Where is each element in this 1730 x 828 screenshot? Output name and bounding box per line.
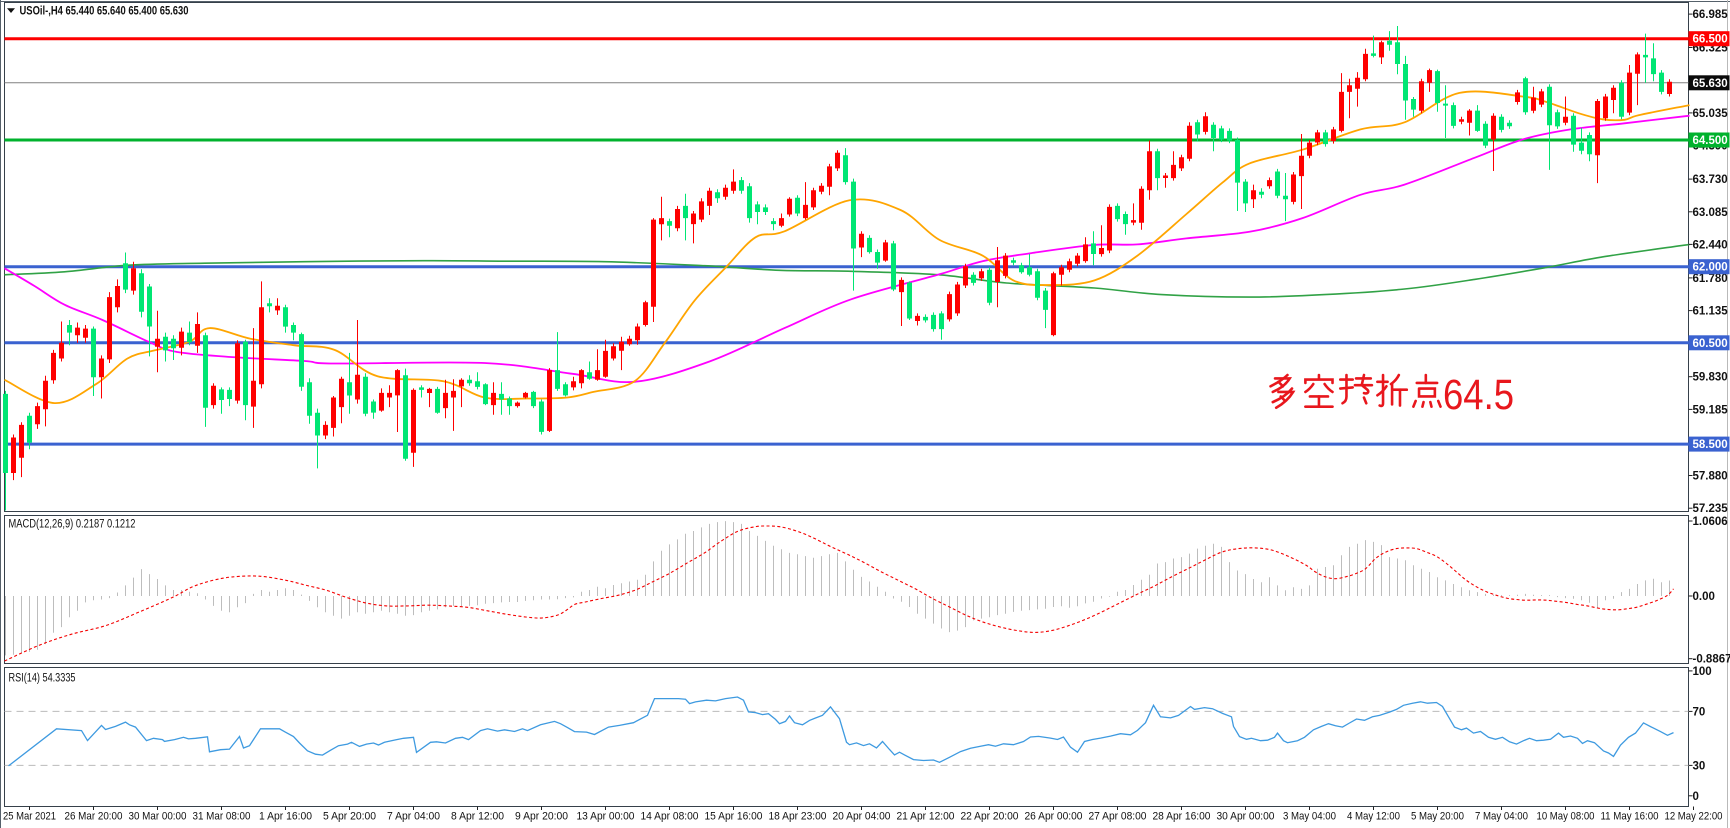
svg-text:10 May 08:00: 10 May 08:00 bbox=[1537, 811, 1595, 823]
svg-text:27 Apr 08:00: 27 Apr 08:00 bbox=[1089, 811, 1147, 823]
svg-text:9 Apr 20:00: 9 Apr 20:00 bbox=[515, 811, 568, 823]
svg-text:31 Mar 08:00: 31 Mar 08:00 bbox=[193, 811, 251, 823]
svg-text:14 Apr 08:00: 14 Apr 08:00 bbox=[641, 811, 699, 823]
svg-text:8 Apr 12:00: 8 Apr 12:00 bbox=[451, 811, 504, 823]
svg-text:-0.8867: -0.8867 bbox=[1693, 654, 1730, 666]
svg-text:57.880: 57.880 bbox=[1693, 471, 1728, 483]
svg-text:61.135: 61.135 bbox=[1693, 306, 1729, 318]
svg-text:12 May 22:00: 12 May 22:00 bbox=[1665, 811, 1723, 823]
svg-text:60.500: 60.500 bbox=[1693, 338, 1728, 350]
svg-text:4 May 12:00: 4 May 12:00 bbox=[1347, 811, 1400, 823]
svg-text:65.630: 65.630 bbox=[1693, 78, 1728, 90]
svg-text:62.440: 62.440 bbox=[1693, 239, 1728, 251]
svg-text:70: 70 bbox=[1693, 706, 1706, 718]
svg-text:100: 100 bbox=[1693, 666, 1712, 678]
svg-text:65.035: 65.035 bbox=[1693, 108, 1729, 120]
svg-text:1 Apr 16:00: 1 Apr 16:00 bbox=[259, 811, 312, 823]
svg-text:22 Apr 20:00: 22 Apr 20:00 bbox=[961, 811, 1019, 823]
svg-text:5 Apr 20:00: 5 Apr 20:00 bbox=[323, 811, 376, 823]
svg-text:18 Apr 23:00: 18 Apr 23:00 bbox=[769, 811, 827, 823]
svg-text:7 May 04:00: 7 May 04:00 bbox=[1475, 811, 1528, 823]
svg-text:20 Apr 04:00: 20 Apr 04:00 bbox=[833, 811, 891, 823]
svg-text:0: 0 bbox=[1693, 791, 1699, 803]
svg-text:5 May 20:00: 5 May 20:00 bbox=[1411, 811, 1464, 823]
svg-text:30 Mar 00:00: 30 Mar 00:00 bbox=[129, 811, 187, 823]
svg-text:62.000: 62.000 bbox=[1693, 262, 1728, 274]
svg-text:63.730: 63.730 bbox=[1693, 174, 1728, 186]
svg-text:30 Apr 00:00: 30 Apr 00:00 bbox=[1217, 811, 1275, 823]
svg-text:59.830: 59.830 bbox=[1693, 372, 1728, 384]
svg-text:21 Apr 12:00: 21 Apr 12:00 bbox=[897, 811, 955, 823]
svg-text:13 Apr 00:00: 13 Apr 00:00 bbox=[577, 811, 635, 823]
svg-text:64.5: 64.5 bbox=[1443, 371, 1514, 419]
svg-text:25 Mar 2021: 25 Mar 2021 bbox=[3, 811, 56, 823]
svg-text:11 May 16:00: 11 May 16:00 bbox=[1601, 811, 1659, 823]
svg-text:1.0606: 1.0606 bbox=[1693, 516, 1728, 528]
svg-text:26 Mar 20:00: 26 Mar 20:00 bbox=[65, 811, 123, 823]
svg-text:MACD(12,26,9) 0.2187 0.1212: MACD(12,26,9) 0.2187 0.1212 bbox=[9, 519, 136, 531]
svg-text:58.500: 58.500 bbox=[1693, 439, 1728, 451]
svg-text:USOil-,H4 65.440 65.640 65.40: USOil-,H4 65.440 65.640 65.400 65.630 bbox=[20, 6, 189, 18]
svg-text:66.985: 66.985 bbox=[1693, 9, 1729, 21]
svg-text:26 Apr 00:00: 26 Apr 00:00 bbox=[1025, 811, 1083, 823]
svg-text:61.780: 61.780 bbox=[1693, 273, 1728, 285]
svg-text:66.500: 66.500 bbox=[1693, 34, 1728, 46]
svg-text:7 Apr 04:00: 7 Apr 04:00 bbox=[387, 811, 440, 823]
svg-text:3 May 04:00: 3 May 04:00 bbox=[1283, 811, 1336, 823]
svg-text:57.235: 57.235 bbox=[1693, 503, 1729, 515]
svg-text:30: 30 bbox=[1693, 760, 1706, 772]
svg-text:28 Apr 16:00: 28 Apr 16:00 bbox=[1153, 811, 1211, 823]
svg-text:0.00: 0.00 bbox=[1693, 591, 1715, 603]
svg-text:59.185: 59.185 bbox=[1693, 404, 1729, 416]
svg-text:15 Apr 16:00: 15 Apr 16:00 bbox=[705, 811, 763, 823]
svg-text:64.500: 64.500 bbox=[1693, 135, 1728, 147]
svg-text:RSI(14) 54.3335: RSI(14) 54.3335 bbox=[9, 673, 76, 685]
svg-text:63.085: 63.085 bbox=[1693, 207, 1729, 219]
